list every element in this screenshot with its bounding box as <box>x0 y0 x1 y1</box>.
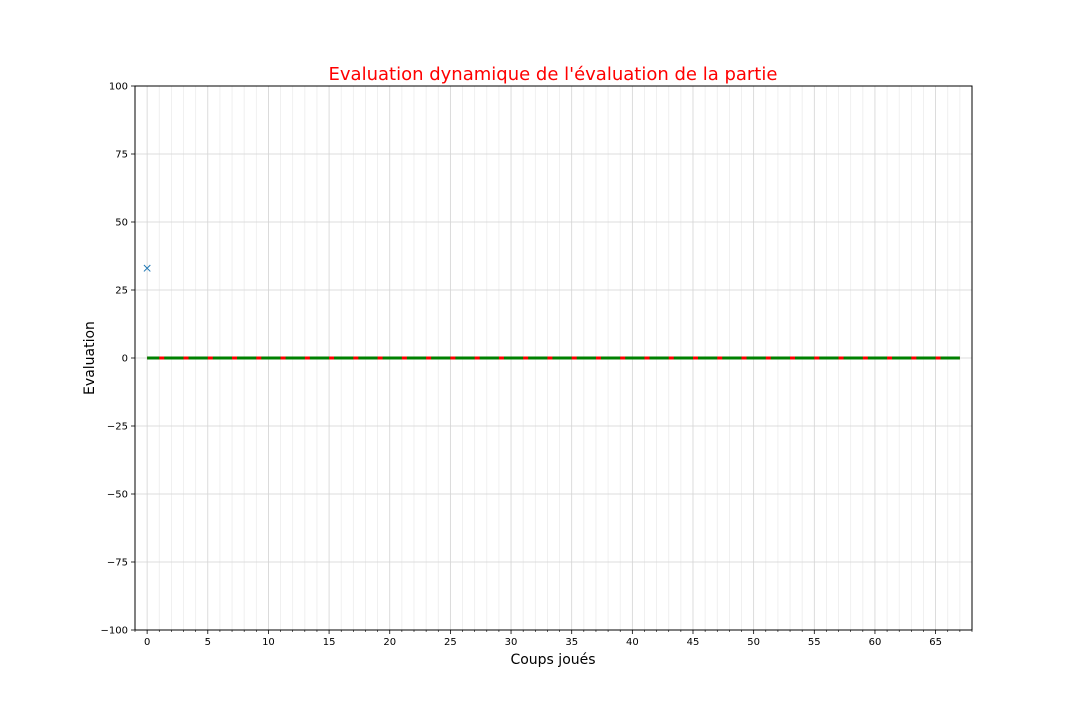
y-tick-label: −25 <box>107 422 128 433</box>
y-tick-label: −50 <box>107 490 128 501</box>
y-tick-label: 25 <box>115 286 128 297</box>
x-tick-label: 35 <box>565 637 578 648</box>
y-tick-label: 100 <box>109 82 128 93</box>
x-tick-label: 0 <box>144 637 150 648</box>
data-point-marker <box>143 264 151 272</box>
series-layer <box>143 264 960 360</box>
marker-stroke <box>143 264 151 272</box>
y-tick-label: −75 <box>107 558 128 569</box>
x-tick-label: 15 <box>323 637 336 648</box>
x-tick-label: 40 <box>626 637 639 648</box>
x-tick-label: 5 <box>205 637 211 648</box>
x-tick-label: 10 <box>262 637 275 648</box>
x-axis-label: Coups joués <box>510 652 595 668</box>
x-axis-ticks: 0 5 10 15 20 25 30 35 40 45 50 55 60 65 <box>134 630 973 648</box>
x-tick-label: 65 <box>929 637 942 648</box>
y-tick-label: 0 <box>122 354 128 365</box>
y-tick-label: 75 <box>115 150 128 161</box>
y-axis-label: Evaluation <box>82 321 98 395</box>
x-tick-label: 55 <box>808 637 821 648</box>
x-tick-label: 50 <box>747 637 760 648</box>
x-tick-label: 25 <box>444 637 457 648</box>
y-tick-label: −100 <box>101 626 128 637</box>
x-tick-label: 60 <box>869 637 882 648</box>
y-axis-ticks: −100 −75 −50 −25 0 25 50 75 100 <box>101 82 135 637</box>
y-tick-label: 50 <box>115 218 128 229</box>
x-tick-label: 30 <box>505 637 518 648</box>
chart-title: Evaluation dynamique de l'évaluation de … <box>329 64 778 85</box>
x-tick-label: 45 <box>687 637 700 648</box>
x-tick-label: 20 <box>383 637 396 648</box>
